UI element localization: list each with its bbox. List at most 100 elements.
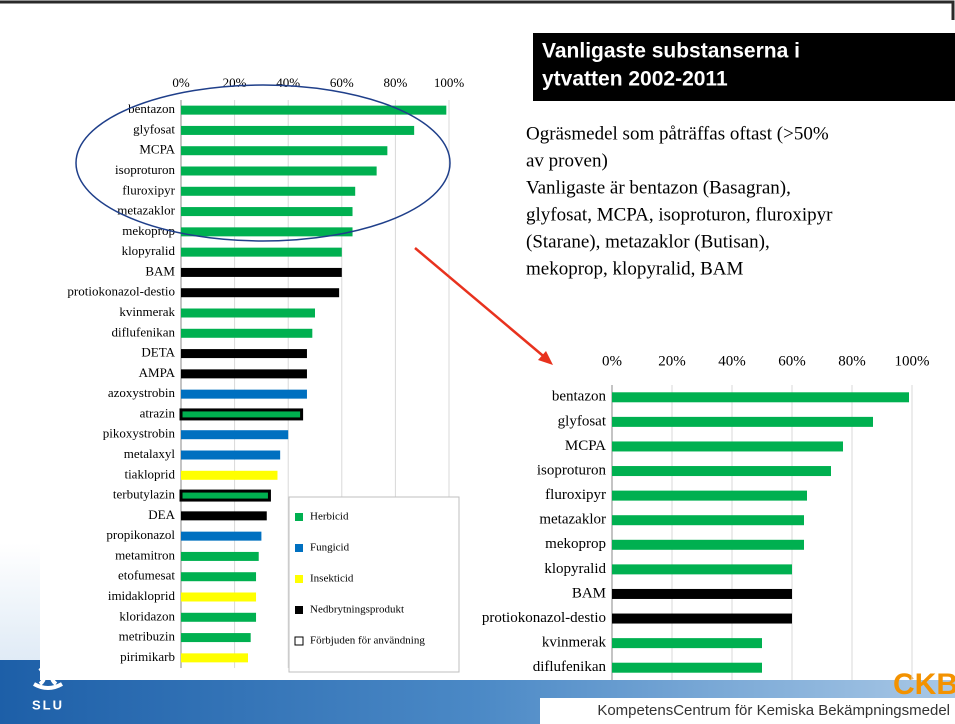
x-tick-label: 40% [276,75,300,90]
bar [181,166,377,176]
bar [181,633,251,643]
bar [181,288,340,298]
y-tick-label: metribuzin [119,629,176,644]
y-tick-label: klopyralid [122,243,176,258]
legend-label: Herbicid [310,511,349,523]
body-line: Vanligaste är bentazon (Basagran), [526,177,791,198]
x-tick-label: 80% [383,75,407,90]
y-tick-label: terbutylazin [113,487,176,502]
slu-icon [33,666,63,690]
body-line: mekoprop, klopyralid, BAM [526,258,744,279]
bar [612,466,831,477]
y-tick-label: kvinmerak [542,635,607,651]
y-tick-label: imidakloprid [108,588,176,603]
x-tick-label: 60% [778,353,806,369]
legend-label: Nedbrytningsprodukt [310,604,404,616]
bar [612,613,792,624]
legend-swatch [294,636,304,646]
y-tick-label: MCPA [565,438,606,454]
footer-box [540,698,955,724]
bar [612,638,762,649]
y-tick-label: bentazon [128,101,175,116]
y-tick-label: metalaxyl [124,446,176,461]
y-tick-label: azoxystrobin [108,385,176,400]
y-tick-label: DETA [141,345,175,360]
y-tick-label: diflufenikan [533,659,607,675]
y-tick-label: tiakloprid [124,466,175,481]
body-line: (Starane), metazaklor (Butisan), [526,231,770,252]
footer-text: KompetensCentrum för Kemiska Bekämpnings… [597,702,950,719]
body-line: glyfosat, MCPA, isoproturon, fluroxipyr [526,204,833,225]
y-tick-label: propikonazol [106,527,175,542]
y-tick-label: kvinmerak [119,304,175,319]
bar [179,408,304,421]
bar [181,470,278,480]
arrow-line [414,247,549,361]
logo-ckb: CKB [893,668,955,701]
bar [181,450,281,460]
x-tick-label: 40% [718,353,746,369]
y-tick-label: metazaklor [117,203,175,218]
bar [181,227,353,237]
bar [612,441,843,452]
bar [181,105,447,115]
y-tick-label: DEA [148,507,175,522]
legend-label: Insekticid [310,573,354,585]
slide-title: Vanligaste substanserna i [542,40,800,63]
x-tick-label: 0% [172,75,190,90]
y-tick-label: AMPA [139,365,176,380]
y-tick-label: metamitron [115,547,175,562]
body-line: Ogräsmedel som påträffas oftast (>50% [526,123,829,144]
slide-title: ytvatten 2002-2011 [542,68,728,91]
bar [612,416,873,427]
x-tick-label: 20% [658,353,686,369]
body-text: Ogräsmedel som påträffas oftast (>50% av … [526,123,833,279]
y-tick-label: mekoprop [122,223,175,238]
y-tick-label: MCPA [139,142,175,157]
y-tick-label: pirimikarb [120,649,175,664]
bar [181,328,313,338]
bar [612,515,804,526]
charts: 0% 20% 40% 60% 80% 100% bentazon glyfosat MCPA is… [67,75,930,680]
x-tick-label: 100% [434,75,465,90]
bar [181,125,415,135]
y-tick-label: pikoxystrobin [103,426,176,441]
x-tick-label: 80% [838,353,866,369]
bar [181,267,342,277]
y-tick-label: glyfosat [133,121,175,136]
bar [181,572,257,582]
x-tick-label: 60% [330,75,354,90]
bar [179,489,271,502]
legend-box [288,496,460,673]
bar [181,551,259,561]
x-tick-label: 100% [895,353,930,369]
bar [612,662,762,673]
y-tick-label: glyfosat [558,413,607,429]
bar [612,588,792,599]
bar [181,308,315,318]
y-tick-label: bentazon [552,389,607,405]
y-tick-label: kloridazon [119,608,175,623]
bar [612,392,909,403]
y-tick-label: fluroxipyr [545,487,606,503]
legend-label: Fungicid [310,542,350,554]
slide-border [0,0,955,20]
bar [181,247,342,257]
bar [612,564,792,575]
bar [181,531,262,541]
legend-swatch [295,606,303,614]
bar [612,539,804,550]
title-box [533,33,955,101]
y-tick-label: isoproturon [115,162,175,177]
y-tick-label: protiokonazol-destio [67,284,175,299]
chart-panel-right [455,340,955,680]
bar [181,389,307,399]
x-tick-label: 0% [602,353,622,369]
y-tick-label: klopyralid [544,561,606,577]
legend-swatch [295,513,303,521]
y-tick-label: metazaklor [539,512,606,528]
legend-label: Förbjuden för användning [310,635,425,647]
legend-swatch [295,544,303,552]
bar [181,146,388,156]
